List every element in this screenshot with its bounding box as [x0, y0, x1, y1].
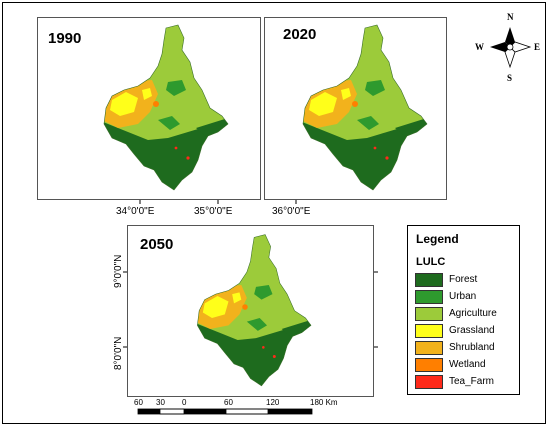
year-label-1990: 1990 [48, 30, 82, 47]
legend-item-wetland: Wetland [415, 358, 519, 372]
legend-item-urban: Urban [415, 290, 519, 304]
legend-swatch-wetland [415, 358, 443, 372]
legend-title: Legend [416, 232, 459, 246]
legend-box: Legend LULC Forest Urban Agriculture Gra… [407, 225, 520, 395]
scale-label-60-left: 60 [134, 398, 143, 407]
compass-w: W [475, 42, 484, 52]
longitude-label-34E: 34°0'0"E [116, 206, 155, 217]
legend-label-wetland: Wetland [449, 359, 486, 370]
legend-label-tea-farm: Tea_Farm [449, 376, 495, 387]
scale-bar-graphic [137, 408, 313, 415]
compass-n: N [507, 12, 514, 22]
year-label-2050: 2050 [140, 236, 174, 253]
legend-item-forest: Forest [415, 273, 519, 287]
legend-swatch-shrubland [415, 341, 443, 355]
legend-label-grassland: Grassland [449, 325, 495, 336]
compass-e: E [534, 42, 541, 52]
legend-swatch-forest [415, 273, 443, 287]
scale-label-120: 120 [266, 398, 280, 407]
legend-item-agriculture: Agriculture [415, 307, 519, 321]
legend-label-urban: Urban [449, 291, 477, 302]
scale-label-0: 0 [182, 398, 187, 407]
legend-swatch-agriculture [415, 307, 443, 321]
legend-item-grassland: Grassland [415, 324, 519, 338]
longitude-label-35E: 35°0'0"E [194, 206, 233, 217]
legend-label-shrubland: Shrubland [449, 342, 495, 353]
legend-label-forest: Forest [449, 274, 478, 285]
legend-swatch-tea-farm [415, 375, 443, 389]
legend-label-agriculture: Agriculture [449, 308, 497, 319]
north-arrow-compass: N S E W [475, 12, 542, 83]
legend-swatch-grassland [415, 324, 443, 338]
scale-label-30: 30 [156, 398, 165, 407]
map-panel-1990: 1990 [37, 17, 261, 200]
compass-s: S [507, 73, 513, 83]
map-panel-2050: 2050 [127, 225, 374, 397]
scale-label-60: 60 [224, 398, 233, 407]
figure-frame [2, 2, 546, 424]
longitude-label-36E: 36°0'0"E [272, 206, 311, 217]
legend-swatch-urban [415, 290, 443, 304]
map-panel-2020: 2020 [264, 17, 447, 200]
legend-item-tea-farm: Tea_Farm [415, 375, 519, 389]
compass-rose-icon [490, 27, 532, 69]
scale-bar: 60 30 0 60 120 180 Km [132, 398, 372, 418]
legend-item-shrubland: Shrubland [415, 341, 519, 355]
year-label-2020: 2020 [283, 26, 317, 43]
scale-label-180: 180 Km [310, 398, 338, 407]
legend-subtitle: LULC [416, 256, 446, 268]
